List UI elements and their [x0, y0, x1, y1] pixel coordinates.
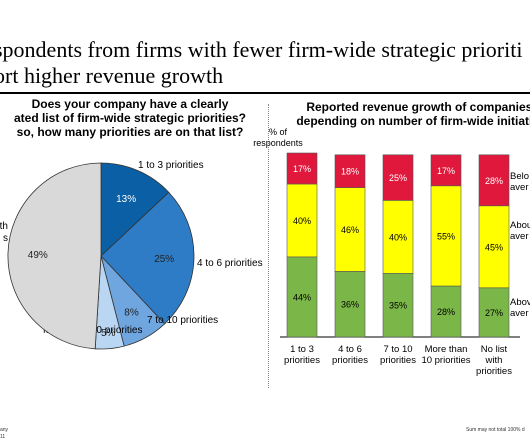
panel-separator: [268, 104, 269, 388]
pie-title-line-1: Does your company have a clearly: [31, 97, 229, 111]
bar-value-label: 36%: [341, 300, 359, 310]
category-label: with: [485, 355, 503, 366]
pie-slice: [100, 162, 170, 257]
pie-chart: 13% 1 to 3 priorities 25% 4 to 6 priorities…: [0, 160, 263, 350]
category-label: No list: [481, 344, 508, 355]
footer-source-line-1: any: [0, 427, 9, 433]
legend-entry: Belo: [510, 171, 529, 182]
category-label: More than: [425, 344, 468, 355]
bar-segment: [430, 185, 462, 287]
bar-segment: [334, 154, 366, 188]
bar-title-line-1: Reported revenue growth of companies,: [306, 100, 530, 114]
headline-line-1: spondents from firms with fewer firm-wid…: [0, 37, 523, 62]
bar-value-label: 27%: [485, 308, 503, 318]
pie-slice-label: with: [0, 221, 8, 232]
bar-segment: [334, 271, 366, 338]
category-label: priorities: [380, 355, 416, 366]
footer-note: Sum may not total 100% d: [466, 427, 525, 433]
pie-value-label: 8%: [124, 307, 139, 318]
bar-value-label: 17%: [437, 166, 455, 176]
bar-value-label: 17%: [293, 164, 311, 174]
bar-value-label: 18%: [341, 167, 359, 177]
pie-slice-label: 1 to 3 priorities: [138, 160, 204, 171]
bar-value-label: 25%: [389, 173, 407, 183]
bar-segment: [382, 200, 414, 274]
category-label: 7 to 10: [383, 344, 412, 355]
bar-value-label: 40%: [389, 232, 407, 242]
pie-chart-title: Does your company have a clearly ated li…: [0, 97, 260, 139]
headline: spondents from firms with fewer firm-wid…: [0, 0, 530, 90]
bar-value-label: 46%: [341, 225, 359, 235]
legend-entry: aver: [510, 308, 528, 319]
bar-segment: [382, 272, 414, 338]
pie-slice-label: 4 to 6 priorities: [197, 258, 263, 269]
pie-value-label: 13%: [116, 194, 136, 205]
bar-value-label: 44%: [293, 292, 311, 302]
legend-entry: Abou: [510, 220, 530, 231]
bar-chart-title: Reported revenue growth of companies, de…: [276, 100, 530, 128]
bar-title-line-2: depending on number of firm-wide initiat…: [296, 114, 530, 128]
legend-entry: aver: [510, 182, 528, 193]
pie-value-label: 49%: [28, 250, 48, 261]
bar-segment: [430, 285, 462, 338]
bar-value-label: 28%: [437, 307, 455, 317]
category-label: priorities: [284, 355, 320, 366]
pie-value-label: 5%: [101, 328, 116, 339]
pie-title-line-2: ated list of firm-wide strategic priorit…: [13, 111, 247, 125]
bar-segment: [334, 187, 366, 272]
legend-entry: Abov: [510, 297, 530, 308]
bar-value-label: 55%: [437, 231, 455, 241]
bar-value-label: 35%: [389, 301, 407, 311]
bar-segment: [430, 154, 462, 187]
y-axis-label: % of: [269, 127, 288, 137]
footer-source-line-2: 11: [0, 434, 6, 440]
bar-value-label: 45%: [485, 242, 503, 252]
bar-segment: [286, 152, 318, 185]
category-label: 1 to 3: [290, 344, 314, 355]
pie-slice-label: 7 to 10 priorities: [147, 315, 218, 326]
bar-value-label: 40%: [293, 216, 311, 226]
pie-title-line-3: so, how many priorities are on that list…: [16, 125, 244, 139]
y-axis-label: respondents: [253, 138, 303, 148]
bar-segment: [286, 183, 318, 258]
bar-segment: [478, 287, 510, 338]
pie-slice: [7, 162, 102, 350]
bar-segment: [478, 154, 510, 207]
legend-entry: aver: [510, 231, 528, 242]
category-label: priorities: [476, 366, 512, 377]
category-label: priorities: [332, 355, 368, 366]
bar-segment: [478, 205, 510, 289]
bar-segment: [286, 256, 318, 338]
category-label: 4 to 6: [338, 344, 362, 355]
pie-value-label: 25%: [154, 254, 174, 265]
category-label: 10 priorities: [421, 355, 470, 366]
headline-divider: [0, 92, 530, 94]
bar-segment: [382, 154, 414, 201]
headline-line-2: ort higher revenue growth: [0, 63, 224, 88]
pie-slice: [100, 191, 195, 325]
bar-value-label: 28%: [485, 176, 503, 186]
pie-slice-label: s: [3, 233, 8, 244]
